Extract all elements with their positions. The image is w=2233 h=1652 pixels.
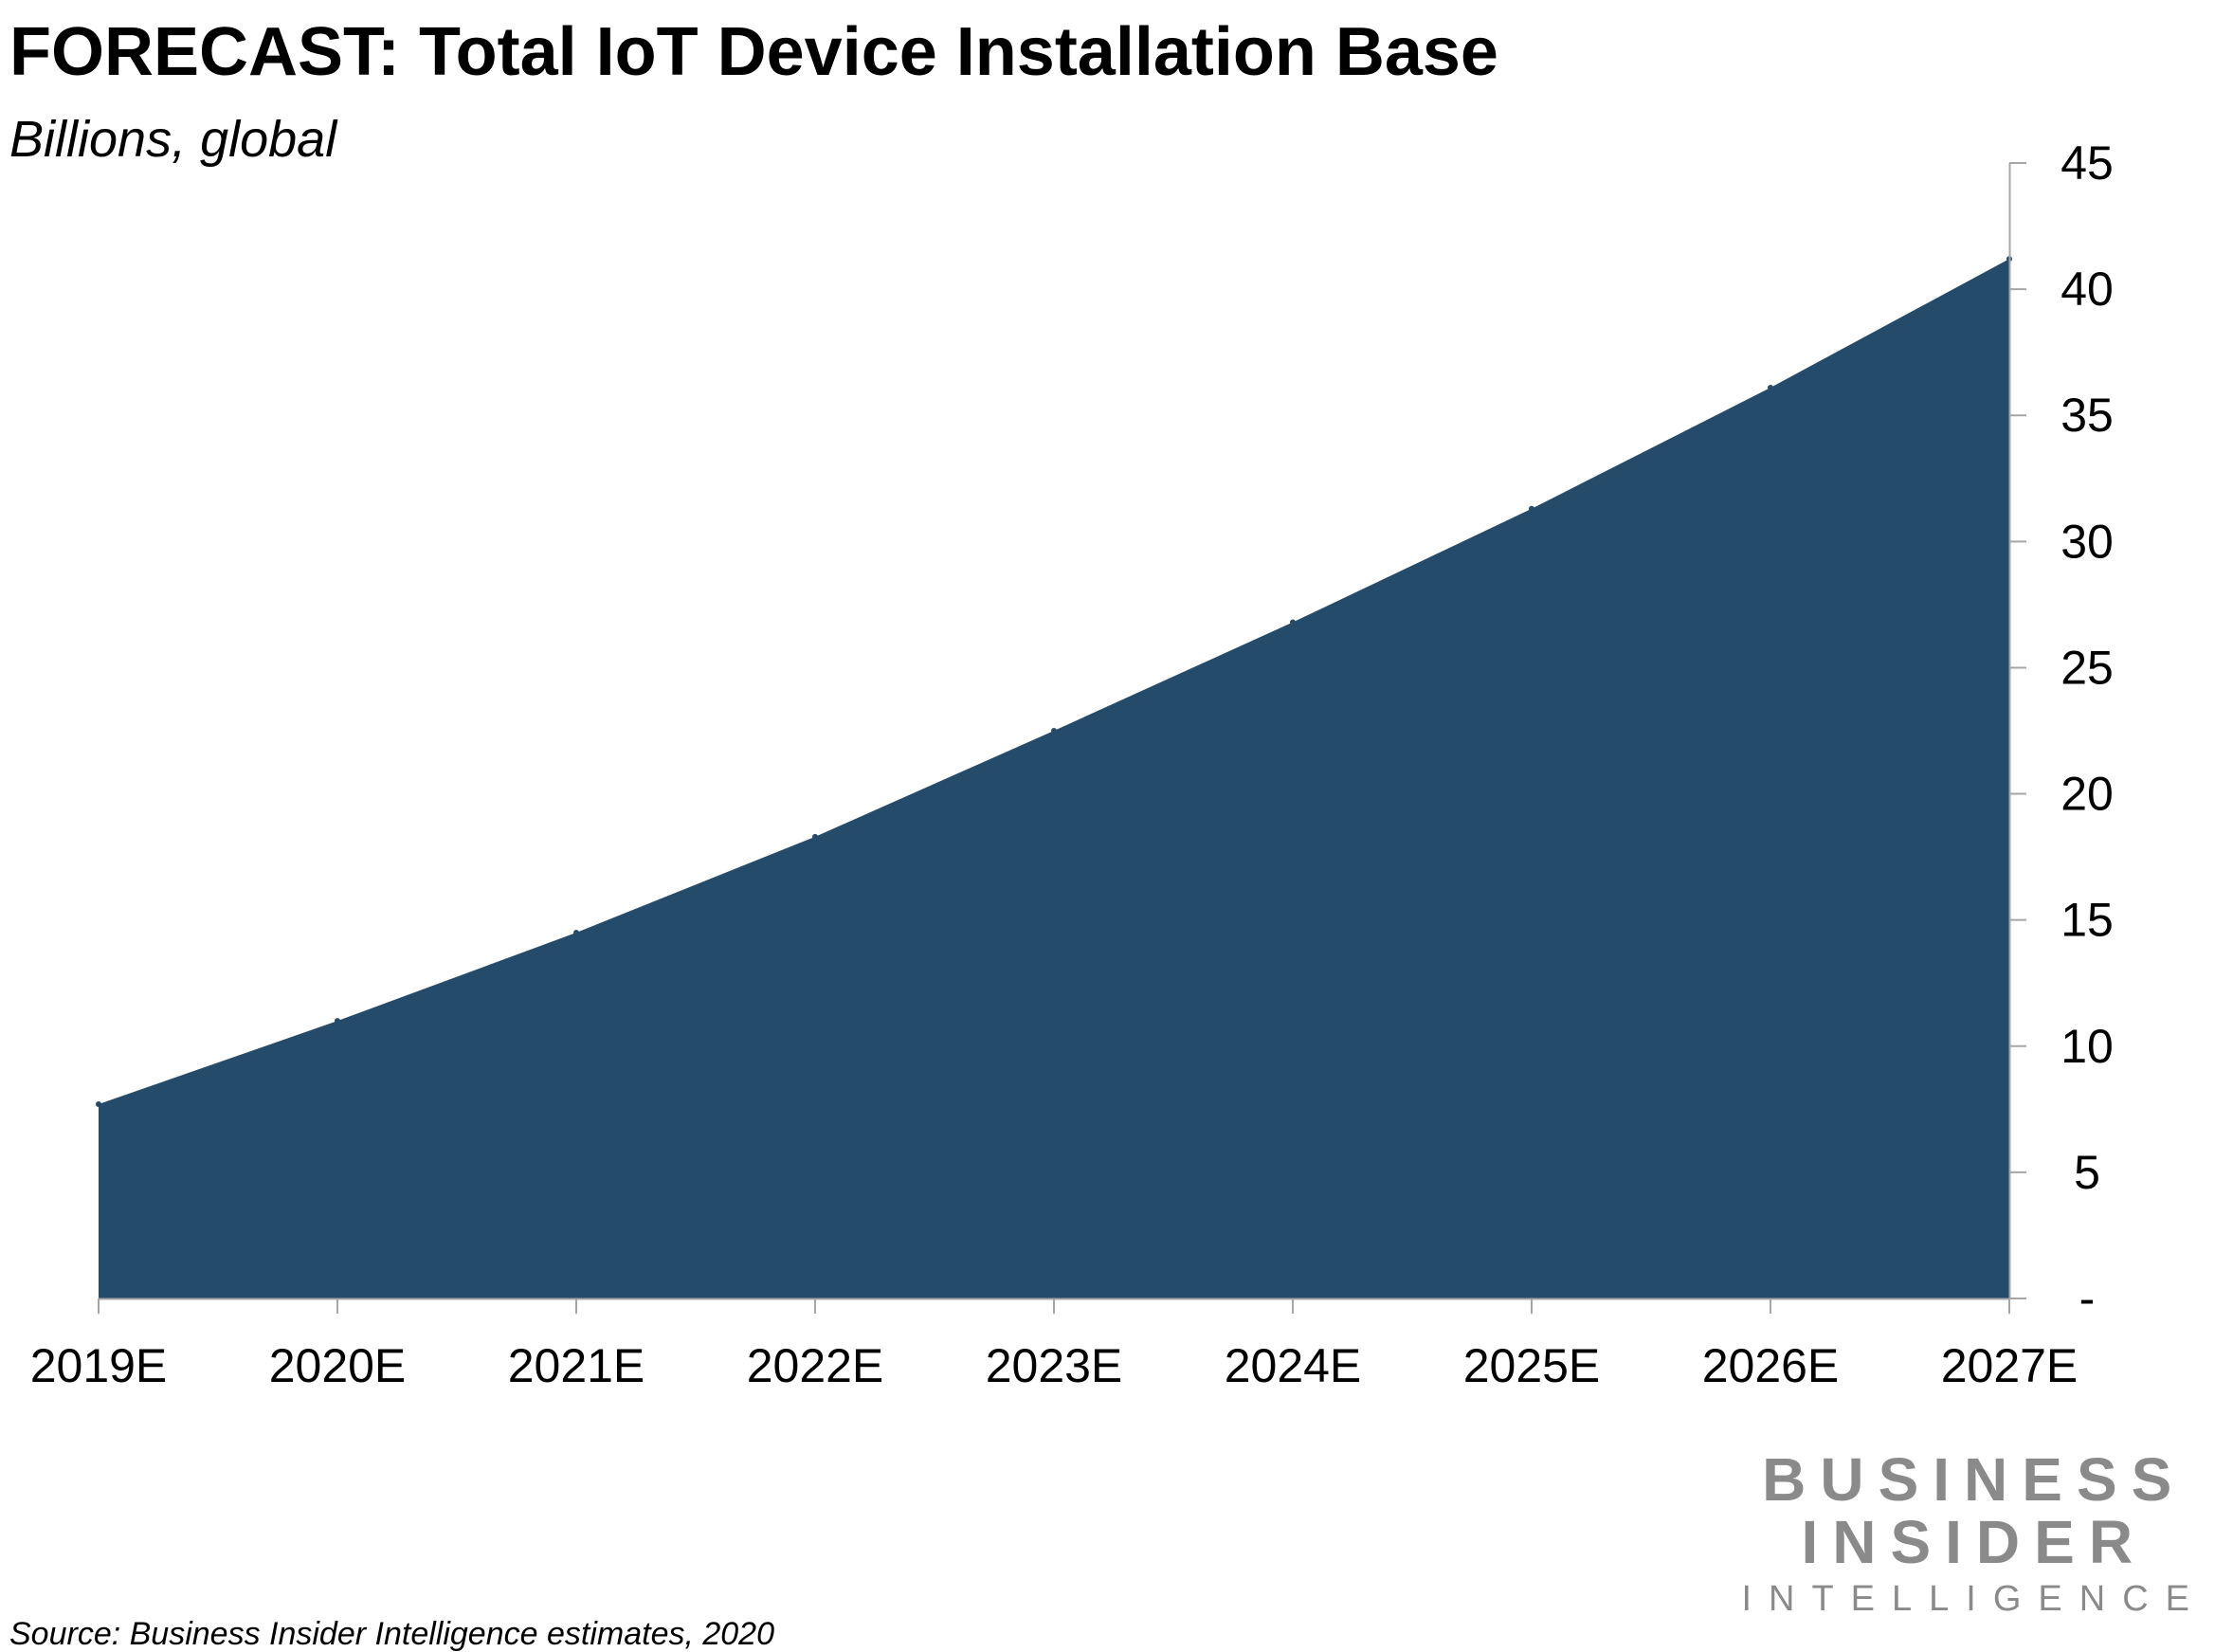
y-tick-label-10: 10 xyxy=(2061,1020,2114,1073)
logo-business: BUSINESS xyxy=(1762,1445,2187,1514)
y-tick-label-20: 20 xyxy=(2061,768,2114,821)
x-tick-label-2020E: 2020E xyxy=(269,1339,407,1392)
x-tick-label-2021E: 2021E xyxy=(508,1339,645,1392)
x-tick-label-2024E: 2024E xyxy=(1225,1339,1362,1392)
data-point-2025E xyxy=(1529,505,1534,512)
data-point-2022E xyxy=(812,833,818,840)
data-point-2020E xyxy=(335,1018,340,1025)
data-point-2023E xyxy=(1051,728,1057,734)
x-tick-label-2026E: 2026E xyxy=(1702,1339,1840,1392)
y-tick-label-15: 15 xyxy=(2061,894,2114,947)
x-tick-label-2027E: 2027E xyxy=(1941,1339,2079,1392)
data-point-2026E xyxy=(1768,384,1773,390)
y-tick-label-25: 25 xyxy=(2061,641,2114,694)
source-note: Source: Business Insider Intelligence es… xyxy=(9,1616,775,1652)
x-tick-label-2019E: 2019E xyxy=(30,1339,168,1392)
y-tick-label-45: 45 xyxy=(2061,136,2114,190)
y-tick-label-5: 5 xyxy=(2074,1146,2100,1199)
chart-subtitle: Billions, global xyxy=(9,111,337,168)
y-tick-label-35: 35 xyxy=(2061,389,2114,442)
y-tick-label-30: 30 xyxy=(2061,515,2114,568)
data-point-2024E xyxy=(1290,619,1296,626)
y-tick-label-40: 40 xyxy=(2061,263,2114,316)
data-point-2019E xyxy=(96,1101,101,1108)
x-tick-label-2022E: 2022E xyxy=(747,1339,884,1392)
y-tick-label-0: - xyxy=(2079,1272,2096,1325)
business-insider-intelligence-logo: BUSINESS INSIDER INTELLIGENCE xyxy=(1741,1448,2206,1623)
x-tick-label-2023E: 2023E xyxy=(986,1339,1123,1392)
data-point-2021E xyxy=(573,929,579,935)
area-series-1 xyxy=(99,259,2009,1299)
logo-intelligence: INTELLIGENCE xyxy=(1741,1579,2206,1619)
logo-insider: INSIDER xyxy=(1801,1508,2148,1576)
chart-title: FORECAST: Total IoT Device Installation … xyxy=(9,14,1498,90)
x-tick-label-2025E: 2025E xyxy=(1463,1339,1601,1392)
